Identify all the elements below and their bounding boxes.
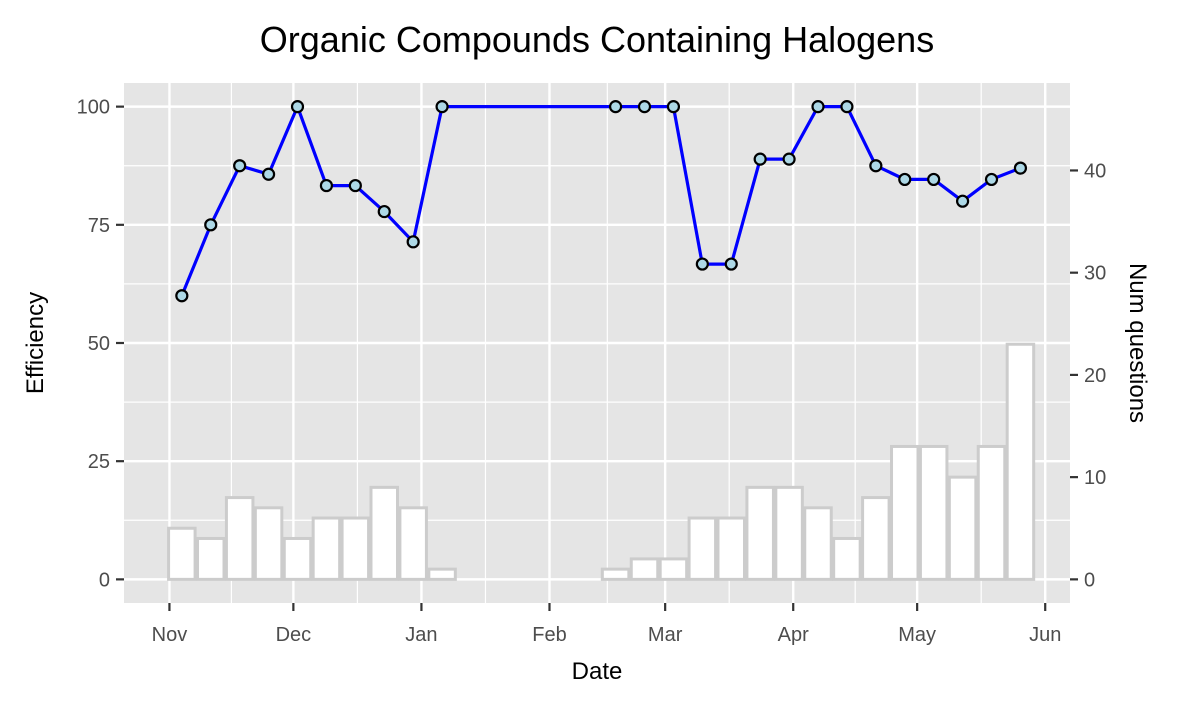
y2-tick-label: 10 [1084,467,1106,489]
data-point [753,152,767,166]
x-tick-label: Nov [152,624,188,646]
bar [716,516,747,581]
data-point [782,152,796,166]
data-point [204,218,218,232]
bar [167,526,197,581]
bar [832,536,862,581]
data-point [927,172,941,187]
data-point [319,178,334,193]
bar [340,516,371,581]
data-point [695,257,709,271]
bar [687,516,718,581]
y-tick-label: 50 [88,333,110,355]
y2-tick-label: 30 [1084,263,1106,285]
bar [976,444,1007,581]
bar [890,444,920,581]
data-point [666,100,681,114]
bar [861,496,891,581]
x-axis-title: Date [572,658,623,685]
x-tick-label: Feb [532,624,566,646]
bar [398,506,428,581]
data-point [290,100,305,114]
bar [658,557,689,581]
data-point [435,100,449,114]
x-tick-label: Jun [1029,624,1061,646]
bar [745,485,775,581]
y2-tick-label: 40 [1084,160,1106,182]
data-point [724,257,738,271]
data-point [811,100,825,114]
data-point [608,100,623,114]
data-point [233,159,247,173]
chart-title: Organic Compounds Containing Halogens [260,19,934,60]
data-point [261,167,276,181]
bar [311,516,342,581]
data-point [840,100,854,114]
bar [947,475,978,581]
y2-tick-label: 0 [1084,569,1095,591]
y2-tick-label: 20 [1084,365,1106,387]
x-tick-label: Mar [648,624,683,646]
y-tick-label: 25 [88,451,110,473]
bar [369,485,400,581]
axes: Nov Dec Jan Feb Mar Apr May Jun 0 25 50 75 100 0 10 20 3… [77,97,1107,646]
x-tick-label: Jan [405,624,437,646]
bar [774,485,804,581]
data-point [637,100,652,114]
x-tick-label: Apr [778,624,809,646]
data-point [984,172,999,187]
bar [803,506,833,581]
y-axis-title: Efficiency [22,292,49,394]
bar [1005,342,1036,581]
bar [282,536,313,581]
data-point [377,204,391,219]
bar [629,557,660,581]
bar [918,444,949,581]
bar [600,567,631,581]
y-tick-label: 0 [99,569,110,591]
bar [224,496,255,581]
y-tick-label: 75 [88,215,110,237]
bar [427,567,457,581]
bar [253,506,284,581]
data-point [898,172,912,187]
y2-axis-title: Num questions [1124,263,1151,423]
data-point [869,159,883,173]
x-tick-label: May [898,624,936,646]
efficiency-points [175,100,1028,303]
bar-series [167,342,1036,581]
data-point [1013,161,1028,175]
data-point [175,289,189,303]
data-point [348,178,362,193]
data-point [955,194,970,208]
data-point [406,235,420,249]
bar [196,536,226,581]
y-tick-label: 100 [77,97,110,119]
x-tick-label: Dec [276,624,312,646]
